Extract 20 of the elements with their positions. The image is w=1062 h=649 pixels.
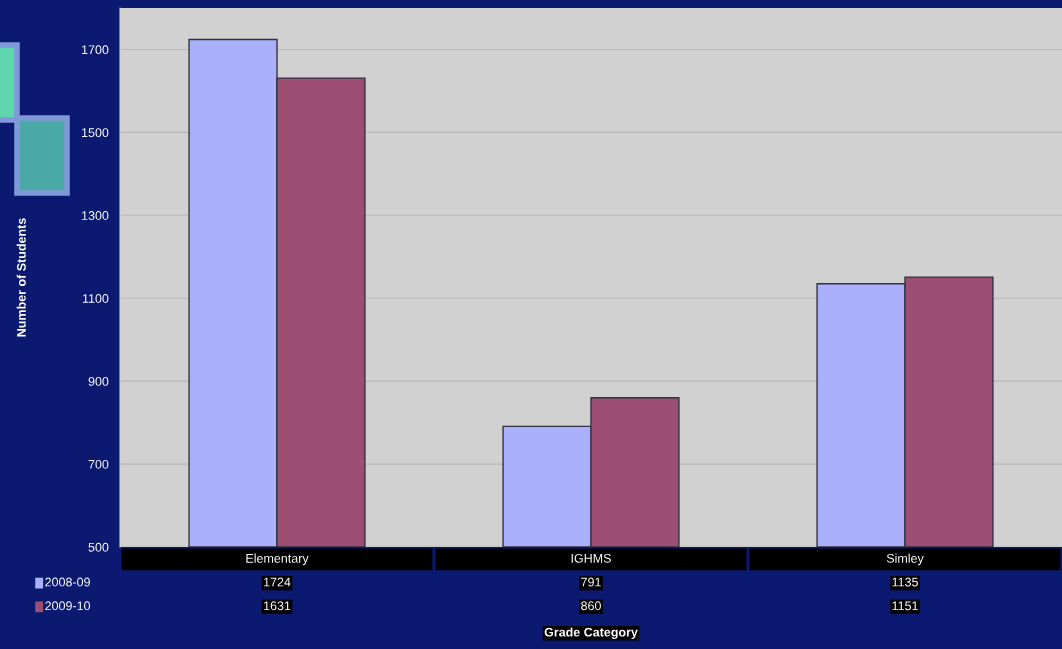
data-label: 1135: [892, 577, 918, 587]
data-label: 1631: [264, 601, 291, 611]
legend-label: 2009-10: [45, 601, 91, 611]
x-tick-label: Simley: [886, 553, 924, 566]
x-tick-label: IGHMS: [571, 553, 611, 563]
data-label: 1724: [264, 577, 291, 587]
data-label: 1151: [892, 601, 918, 611]
data-label: 791: [581, 577, 601, 587]
legend-label: 2008-09: [45, 577, 90, 587]
y-tick-label: 1300: [82, 211, 109, 220]
x-axis-title: Grade Category: [544, 627, 638, 640]
y-tick-label: 1100: [82, 294, 109, 303]
data-label: 860: [581, 601, 601, 611]
y-tick-label: 1700: [82, 45, 109, 55]
y-tick-label: 900: [88, 376, 109, 386]
y-tick-label: 700: [88, 459, 109, 469]
y-tick-label: 1500: [82, 128, 109, 138]
y-tick-label: 500: [88, 542, 109, 552]
y-axis-title: Number of Students: [16, 218, 26, 337]
x-tick-label: Elementary: [246, 553, 309, 566]
